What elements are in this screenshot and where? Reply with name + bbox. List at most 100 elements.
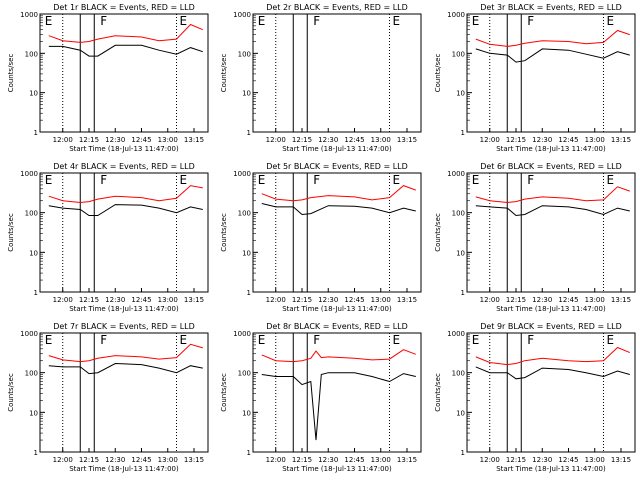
y-tick-label: 1 — [461, 129, 465, 137]
x-tick-label: 12:15 — [79, 136, 99, 144]
plot-frame — [252, 13, 422, 133]
panel-title: Det 3r BLACK = Events, RED = LLD — [480, 3, 622, 12]
x-tick-label: 13:15 — [184, 136, 204, 144]
plot-frame — [39, 13, 209, 133]
x-tick-label: 12:30 — [532, 136, 552, 144]
y-tick-label: 1000 — [20, 330, 38, 338]
panel-title: Det 7r BLACK = Events, RED = LLD — [53, 322, 195, 331]
y-tick-label: 100 — [238, 210, 251, 218]
x-tick-label: 12:30 — [318, 456, 338, 464]
panel-2: Det 2r BLACK = Events, RED = LLD 1 10 100 10… — [220, 3, 422, 153]
plot-frame — [466, 172, 636, 293]
panel-6: Det 6r BLACK = Events, RED = LLD 1 10 100 10… — [434, 162, 636, 313]
x-tick-label: 12:45 — [344, 456, 364, 464]
plot-frame — [466, 13, 636, 133]
event-marker-f: F — [100, 333, 107, 347]
event-marker-e: E — [180, 14, 188, 28]
x-tick-label: 12:00 — [266, 136, 286, 144]
panel-title: Det 8r BLACK = Events, RED = LLD — [266, 322, 408, 331]
y-tick-label: 100 — [25, 210, 38, 218]
plot-frame — [252, 172, 422, 293]
panel-7: Det 7r BLACK = Events, RED = LLD 1 10 100 10… — [7, 322, 209, 473]
event-marker-e: E — [45, 333, 53, 347]
panel-5: Det 5r BLACK = Events, RED = LLD 1 10 100 10… — [220, 162, 422, 313]
x-axis-label: Start Time (18-Jul-13 11:47:00) — [69, 305, 179, 313]
y-tick-label: 10 — [456, 409, 465, 417]
event-marker-f: F — [313, 333, 320, 347]
y-axis-label: Counts/sec — [7, 54, 15, 93]
x-tick-label: 13:00 — [585, 136, 605, 144]
y-axis-label: Counts/sec — [220, 213, 228, 252]
event-marker-e: E — [180, 173, 188, 187]
x-tick-label: 13:15 — [397, 296, 417, 304]
x-axis-label: Start Time (18-Jul-13 11:47:00) — [69, 145, 179, 153]
x-tick-label: 12:45 — [344, 296, 364, 304]
event-marker-e: E — [607, 14, 615, 28]
x-axis-label: Start Time (18-Jul-13 11:47:00) — [282, 145, 392, 153]
x-tick-label: 13:00 — [158, 456, 178, 464]
x-tick-label: 13:00 — [371, 136, 391, 144]
y-tick-label: 1000 — [233, 11, 251, 19]
event-marker-e: E — [258, 173, 266, 187]
y-tick-label: 100 — [25, 50, 38, 58]
x-axis-label: Start Time (18-Jul-13 11:47:00) — [496, 305, 606, 313]
y-tick-label: 10 — [242, 90, 251, 98]
x-tick-label: 12:45 — [558, 296, 578, 304]
panel-1: Det 1r BLACK = Events, RED = LLD 1 10 100 10… — [7, 3, 209, 153]
x-tick-label: 12:15 — [79, 456, 99, 464]
x-tick-label: 13:15 — [184, 456, 204, 464]
series-line-red — [261, 185, 416, 202]
y-axis-label: Counts/sec — [7, 213, 15, 252]
x-tick-label: 12:30 — [532, 456, 552, 464]
y-tick-label: 1000 — [20, 11, 38, 19]
event-marker-e: E — [258, 14, 266, 28]
panel-9: Det 9r BLACK = Events, RED = LLD 1 10 100 10… — [434, 322, 636, 473]
series-line-black — [261, 203, 416, 216]
y-tick-label: 10 — [242, 249, 251, 257]
y-tick-label: 100 — [238, 370, 251, 378]
plot-frame — [39, 332, 209, 453]
y-tick-label: 1 — [247, 129, 251, 137]
event-marker-f: F — [313, 173, 320, 187]
x-tick-label: 12:00 — [480, 456, 500, 464]
event-marker-f: F — [313, 14, 320, 28]
y-tick-label: 1 — [247, 289, 251, 297]
y-tick-label: 1000 — [447, 11, 465, 19]
event-marker-e: E — [472, 333, 480, 347]
panel-title: Det 6r BLACK = Events, RED = LLD — [480, 162, 622, 171]
event-marker-f: F — [527, 14, 534, 28]
event-marker-e: E — [45, 173, 53, 187]
x-tick-label: 12:45 — [131, 456, 151, 464]
y-tick-label: 1000 — [447, 330, 465, 338]
y-axis-label: Counts/sec — [220, 373, 228, 412]
panel-title: Det 9r BLACK = Events, RED = LLD — [480, 322, 622, 331]
x-tick-label: 12:45 — [344, 136, 364, 144]
series-line-red — [475, 29, 630, 47]
x-axis-label: Start Time (18-Jul-13 11:47:00) — [282, 465, 392, 473]
y-tick-label: 100 — [238, 50, 251, 58]
x-tick-label: 12:30 — [105, 136, 125, 144]
series-line-black — [48, 204, 203, 216]
x-tick-label: 13:00 — [371, 296, 391, 304]
x-tick-label: 12:45 — [558, 456, 578, 464]
panel-8: Det 8r BLACK = Events, RED = LLD 1 10 100 10… — [220, 322, 422, 473]
y-tick-label: 1 — [247, 449, 251, 457]
x-tick-label: 12:00 — [480, 136, 500, 144]
panel-title: Det 5r BLACK = Events, RED = LLD — [266, 162, 408, 171]
event-marker-e: E — [393, 14, 401, 28]
x-tick-label: 12:15 — [506, 296, 526, 304]
x-tick-label: 12:00 — [53, 136, 73, 144]
panel-title: Det 1r BLACK = Events, RED = LLD — [53, 3, 195, 12]
x-tick-label: 13:15 — [397, 456, 417, 464]
x-tick-label: 13:15 — [611, 456, 631, 464]
x-tick-label: 13:00 — [585, 456, 605, 464]
x-tick-label: 12:15 — [292, 136, 312, 144]
series-line-red — [48, 343, 203, 363]
series-line-black — [475, 205, 630, 217]
x-tick-label: 13:15 — [611, 136, 631, 144]
plot-frame — [466, 332, 636, 453]
y-axis-label: Counts/sec — [220, 54, 228, 93]
y-axis-label: Counts/sec — [434, 213, 442, 252]
series-line-black — [261, 372, 416, 441]
